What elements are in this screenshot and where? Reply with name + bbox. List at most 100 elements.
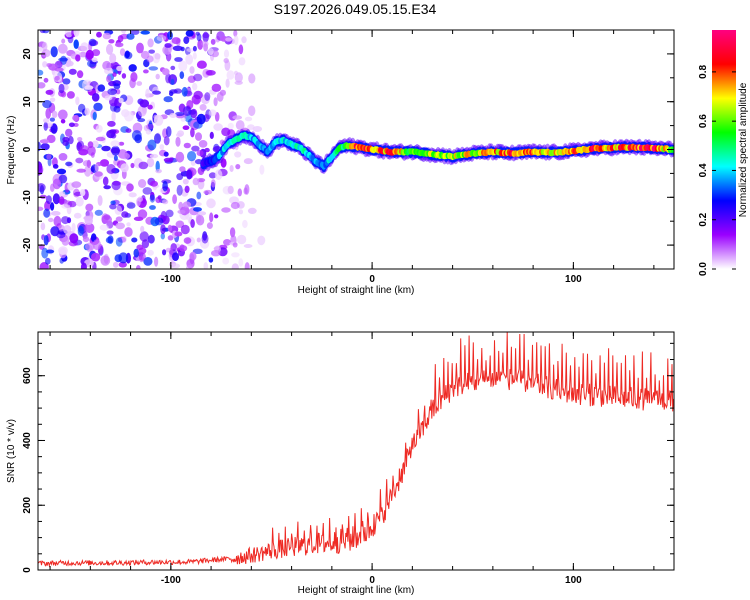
spectrogram-noise-blob bbox=[136, 42, 144, 54]
spectrogram-noise-blob bbox=[238, 209, 244, 215]
spectrogram-noise-blob bbox=[243, 244, 253, 248]
spectrogram-noise-blob bbox=[189, 251, 197, 261]
spectrogram-noise-blob bbox=[182, 106, 192, 117]
spectrogram-y-tick-label: 10 bbox=[22, 96, 33, 108]
spectrogram-noise-blob bbox=[58, 191, 66, 197]
spectrogram-noise-blob bbox=[102, 32, 111, 40]
spectrogram-noise-layer bbox=[38, 30, 266, 269]
spectrogram-x-ticks: -100 0 100 bbox=[49, 30, 655, 285]
spectrogram-noise-blob bbox=[180, 224, 190, 235]
spectrogram-noise-blob bbox=[82, 236, 90, 243]
spectrogram-noise-blob bbox=[102, 176, 109, 186]
spectrogram-noise-blob bbox=[154, 53, 161, 60]
spectrogram-noise-blob bbox=[242, 219, 248, 229]
spectrogram-noise-blob bbox=[196, 191, 202, 200]
spectrogram-noise-blob bbox=[221, 127, 231, 137]
spectrogram-noise-blob bbox=[152, 90, 161, 95]
spectrogram-noise-blob bbox=[120, 163, 129, 173]
colorbar-ticks: 0.0 0.2 0.4 0.6 0.8 bbox=[698, 64, 736, 276]
spectrogram-noise-blob bbox=[106, 164, 116, 174]
spectrogram-noise-blob bbox=[84, 165, 92, 177]
spectrogram-noise-blob bbox=[107, 120, 116, 127]
spectrogram-noise-blob bbox=[52, 178, 62, 190]
spectrogram-noise-blob bbox=[235, 120, 245, 131]
spectrogram-noise-blob bbox=[43, 121, 48, 131]
spectrogram-noise-blob bbox=[43, 208, 51, 218]
spectrogram-y-tick-label: -20 bbox=[22, 237, 33, 252]
spectrogram-noise-blob bbox=[117, 35, 124, 43]
spectrogram-noise-blob bbox=[56, 231, 66, 239]
snr-y-tick-label: 400 bbox=[22, 432, 33, 449]
spectrogram-noise-blob bbox=[61, 204, 71, 209]
spectrogram-noise-blob bbox=[124, 227, 133, 237]
spectrogram-noise-blob bbox=[193, 90, 203, 100]
spectrogram-noise-blob bbox=[73, 212, 82, 219]
snr-panel: -100 0 100 0 200 400 600 Height of straight l… bbox=[6, 331, 675, 596]
spectrogram-noise-blob bbox=[120, 152, 130, 160]
spectrogram-noise-blob bbox=[66, 217, 72, 224]
spectrogram-noise-blob bbox=[49, 97, 56, 103]
spectrogram-noise-blob bbox=[80, 262, 87, 269]
spectrogram-noise-blob bbox=[58, 57, 69, 62]
spectrogram-noise-blob bbox=[100, 255, 111, 266]
spectrogram-noise-blob bbox=[170, 78, 175, 85]
spectrogram-noise-blob bbox=[139, 99, 150, 108]
spectrogram-noise-blob bbox=[39, 139, 50, 144]
spectrogram-noise-blob bbox=[109, 53, 117, 64]
spectrogram-noise-blob bbox=[147, 234, 155, 244]
spectrogram-noise-blob bbox=[237, 188, 242, 197]
spectrogram-noise-blob bbox=[229, 165, 234, 172]
spectrogram-noise-blob bbox=[43, 118, 50, 124]
spectrogram-noise-blob bbox=[85, 49, 94, 61]
spectrogram-noise-blob bbox=[38, 141, 41, 152]
spectrogram-noise-blob bbox=[75, 96, 80, 106]
spectrogram-noise-blob bbox=[234, 151, 242, 158]
spectrogram-noise-blob bbox=[186, 265, 193, 269]
spectrogram-noise-blob bbox=[76, 168, 86, 173]
spectrogram-noise-blob bbox=[211, 83, 222, 92]
spectrogram-noise-blob bbox=[99, 159, 110, 167]
spectrogram-noise-blob bbox=[183, 142, 191, 149]
spectrogram-noise-blob bbox=[110, 140, 120, 148]
spectrogram-noise-blob bbox=[111, 180, 121, 191]
spectrogram-noise-blob bbox=[58, 196, 65, 205]
spectrogram-noise-blob bbox=[192, 52, 197, 60]
spectrogram-noise-blob bbox=[94, 163, 99, 172]
spectrogram-noise-blob bbox=[142, 187, 153, 195]
spectrogram-noise-blob bbox=[203, 43, 209, 52]
spectrogram-noise-blob bbox=[65, 161, 73, 167]
spectrogram-noise-blob bbox=[248, 73, 256, 84]
spectrogram-noise-blob bbox=[156, 34, 167, 42]
spectrogram-noise-blob bbox=[203, 189, 213, 195]
spectrogram-y-tick-label: 20 bbox=[22, 48, 33, 60]
spectrogram-noise-blob bbox=[77, 225, 84, 236]
spectrogram-noise-blob bbox=[68, 68, 77, 75]
spectrogram-noise-blob bbox=[136, 265, 141, 269]
spectrogram-noise-blob bbox=[149, 194, 156, 203]
spectrogram-noise-blob bbox=[174, 111, 185, 117]
spectrogram-noise-blob bbox=[233, 30, 238, 37]
spectrogram-y-ticks: -20 -10 0 10 20 bbox=[22, 29, 674, 270]
spectrogram-noise-blob bbox=[148, 49, 155, 54]
spectrogram-noise-blob bbox=[167, 31, 173, 40]
spectrogram-noise-blob bbox=[196, 237, 201, 243]
spectrogram-noise-blob bbox=[159, 144, 165, 150]
spectrogram-noise-blob bbox=[147, 38, 154, 48]
spectrogram-noise-blob bbox=[190, 219, 195, 228]
spectrogram-noise-blob bbox=[179, 71, 185, 79]
spectrogram-noise-blob bbox=[248, 105, 256, 117]
spectrogram-noise-blob bbox=[78, 149, 89, 156]
spectrogram-noise-blob bbox=[209, 131, 214, 139]
spectrogram-noise-blob bbox=[58, 246, 68, 255]
spectrogram-noise-blob bbox=[232, 242, 238, 248]
spectrogram-noise-blob bbox=[130, 162, 135, 169]
spectrogram-noise-blob bbox=[128, 64, 137, 72]
spectrogram-noise-blob bbox=[145, 88, 150, 99]
spectrogram-noise-blob bbox=[162, 68, 170, 76]
spectrogram-noise-blob bbox=[80, 42, 89, 52]
spectrogram-noise-blob bbox=[192, 82, 198, 91]
spectrogram-noise-blob bbox=[103, 214, 111, 221]
spectrogram-noise-blob bbox=[84, 216, 93, 225]
spectrogram-noise-blob bbox=[157, 195, 162, 200]
